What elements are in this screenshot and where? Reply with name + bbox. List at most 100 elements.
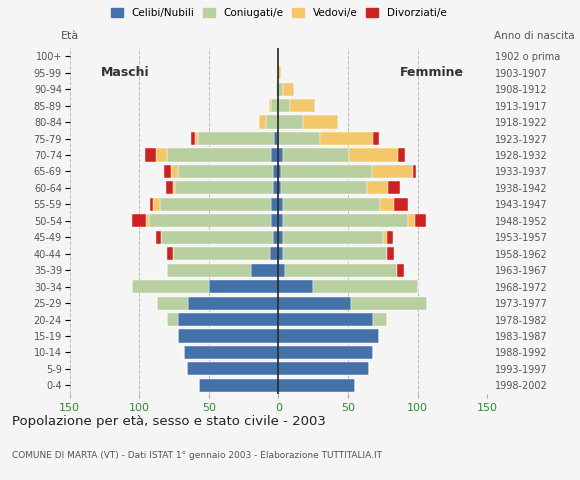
Legend: Celibi/Nubili, Coniugati/e, Vedovi/e, Divorziati/e: Celibi/Nubili, Coniugati/e, Vedovi/e, Di… xyxy=(111,8,446,18)
Bar xyxy=(278,198,282,211)
Bar xyxy=(278,181,281,194)
Bar xyxy=(167,148,271,162)
Bar xyxy=(278,148,282,162)
Bar xyxy=(278,247,282,260)
Bar xyxy=(278,329,379,343)
Bar xyxy=(282,231,383,244)
Bar xyxy=(156,148,167,162)
Bar xyxy=(387,247,394,260)
Bar xyxy=(373,132,379,145)
Bar xyxy=(313,280,418,293)
Bar xyxy=(164,165,171,178)
Bar xyxy=(372,165,414,178)
Bar xyxy=(387,231,393,244)
Bar xyxy=(320,132,373,145)
Bar xyxy=(146,214,149,228)
Bar xyxy=(415,214,426,228)
Bar xyxy=(191,132,195,145)
Bar xyxy=(161,231,273,244)
Bar xyxy=(278,346,373,359)
Bar xyxy=(195,132,198,145)
Bar xyxy=(178,329,278,343)
Text: Maschi: Maschi xyxy=(101,66,150,79)
Text: Femmine: Femmine xyxy=(400,66,463,79)
Bar xyxy=(160,198,271,211)
Bar xyxy=(184,346,278,359)
Bar xyxy=(187,362,278,375)
Bar xyxy=(289,99,314,112)
Bar xyxy=(209,280,278,293)
Bar xyxy=(145,148,156,162)
Bar xyxy=(188,297,278,310)
Bar xyxy=(251,264,278,277)
Bar xyxy=(278,165,281,178)
Bar xyxy=(156,231,161,244)
Bar xyxy=(271,214,278,228)
Bar xyxy=(380,198,394,211)
Bar xyxy=(167,247,173,260)
Bar xyxy=(269,99,271,112)
Bar xyxy=(271,198,278,211)
Bar xyxy=(408,214,415,228)
Bar xyxy=(278,280,313,293)
Bar xyxy=(278,264,285,277)
Bar xyxy=(167,313,178,326)
Bar xyxy=(166,181,173,194)
Bar xyxy=(271,148,278,162)
Bar xyxy=(282,198,380,211)
Bar xyxy=(278,313,373,326)
Bar xyxy=(273,165,278,178)
Bar xyxy=(368,181,389,194)
Bar xyxy=(281,165,372,178)
Bar xyxy=(282,83,293,96)
Bar xyxy=(132,214,146,228)
Text: COMUNE DI MARTA (VT) - Dati ISTAT 1° gennaio 2003 - Elaborazione TUTTITALIA.IT: COMUNE DI MARTA (VT) - Dati ISTAT 1° gen… xyxy=(12,451,382,460)
Bar xyxy=(282,247,387,260)
Bar xyxy=(278,132,320,145)
Bar xyxy=(278,362,369,375)
Bar xyxy=(303,116,338,129)
Bar xyxy=(278,379,355,392)
Bar xyxy=(278,214,282,228)
Bar xyxy=(270,247,278,260)
Text: Età: Età xyxy=(60,31,79,41)
Bar xyxy=(271,99,278,112)
Bar xyxy=(389,181,400,194)
Bar xyxy=(349,148,398,162)
Bar xyxy=(278,66,281,79)
Bar xyxy=(397,264,404,277)
Bar xyxy=(149,214,271,228)
Bar xyxy=(281,181,368,194)
Bar xyxy=(175,181,273,194)
Bar xyxy=(171,165,178,178)
Bar xyxy=(398,148,405,162)
Bar xyxy=(273,231,278,244)
Bar xyxy=(351,297,427,310)
Bar xyxy=(282,148,349,162)
Bar xyxy=(373,313,387,326)
Bar xyxy=(173,181,175,194)
Bar xyxy=(132,280,209,293)
Bar xyxy=(414,165,416,178)
Bar xyxy=(150,198,153,211)
Bar xyxy=(199,379,278,392)
Bar xyxy=(178,165,273,178)
Bar xyxy=(153,198,160,211)
Text: Anno di nascita: Anno di nascita xyxy=(494,31,574,41)
Bar xyxy=(282,214,408,228)
Bar xyxy=(198,132,274,145)
Bar xyxy=(383,231,387,244)
Bar xyxy=(276,83,278,96)
Bar xyxy=(266,116,278,129)
Bar xyxy=(394,198,408,211)
Bar xyxy=(167,264,251,277)
Bar xyxy=(278,297,351,310)
Bar xyxy=(274,132,278,145)
Bar xyxy=(278,83,282,96)
Bar xyxy=(285,264,397,277)
Bar xyxy=(178,313,278,326)
Text: Popolazione per età, sesso e stato civile - 2003: Popolazione per età, sesso e stato civil… xyxy=(12,415,325,428)
Bar xyxy=(157,297,188,310)
Bar xyxy=(278,99,289,112)
Bar xyxy=(259,116,266,129)
